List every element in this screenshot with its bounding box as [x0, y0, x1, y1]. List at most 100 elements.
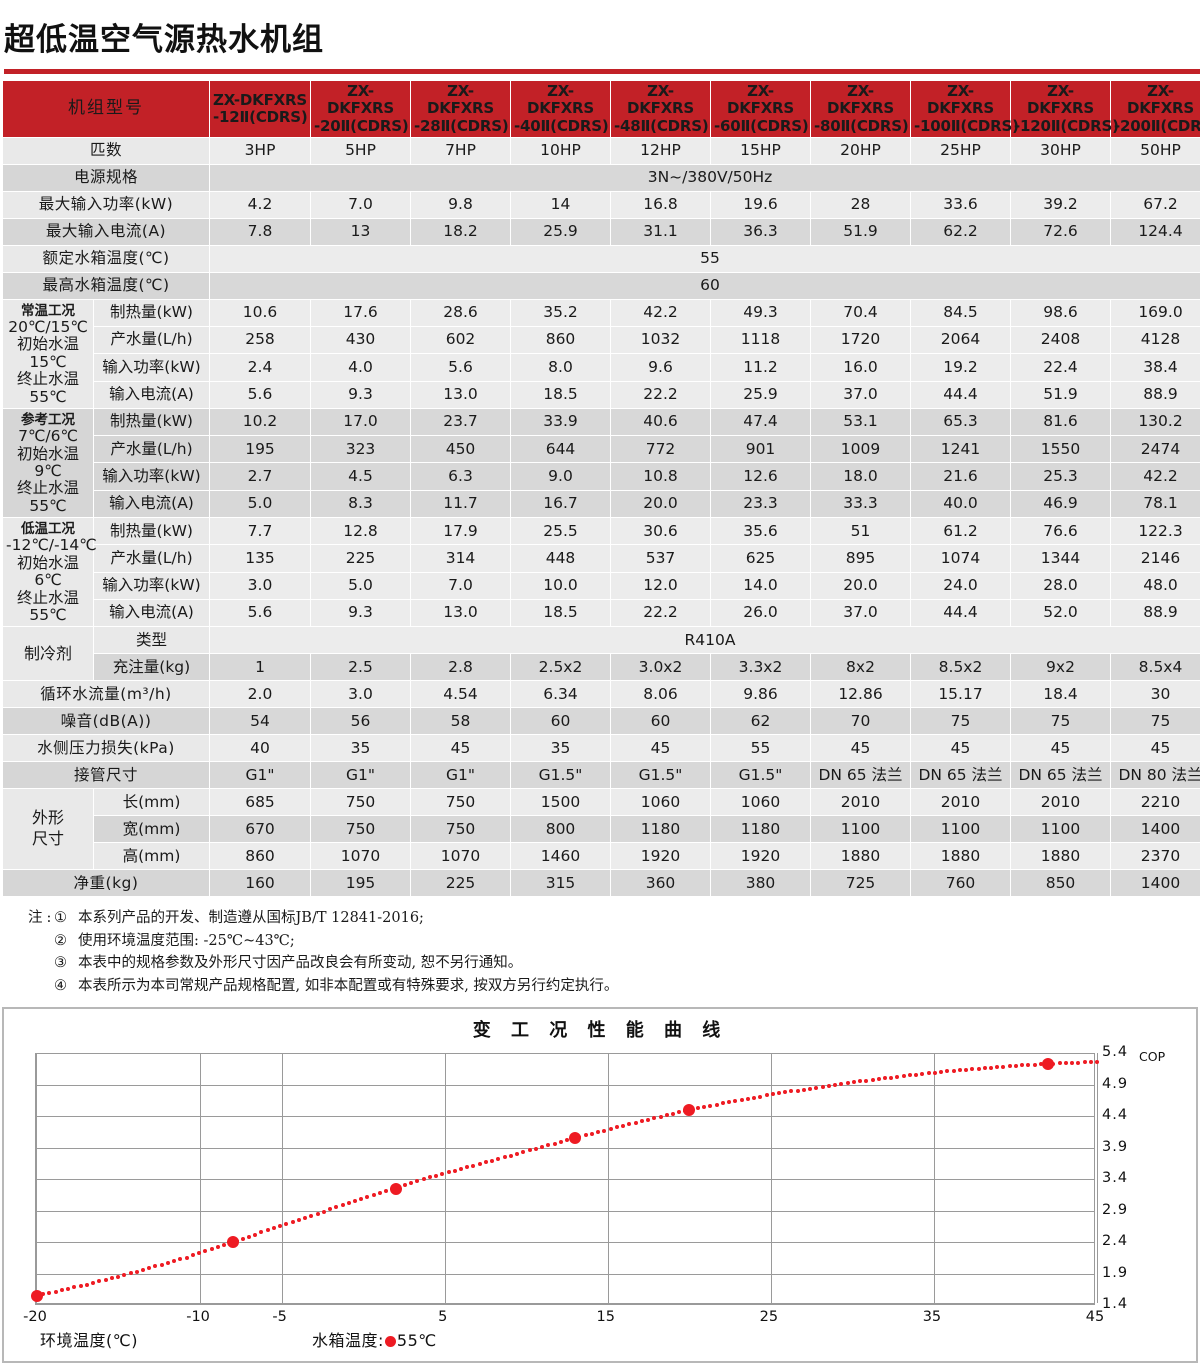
tail-row-1-value: 12.86 [811, 681, 910, 708]
chart-gridline-vertical [770, 1053, 772, 1304]
y-axis-tick: 2.9 [1102, 1201, 1129, 1218]
chart-curve-dot [197, 1251, 202, 1256]
dimension-value: 1920 [711, 843, 810, 870]
chart-curve-dot [1076, 1060, 1081, 1065]
chart-curve-dot [752, 1095, 757, 1100]
metric-value: 772 [611, 436, 710, 463]
metric-value: 1074 [911, 545, 1010, 572]
dimension-value: 670 [210, 816, 310, 843]
metric-label: 制热量(kW) [94, 518, 209, 545]
tail-row-1-value: 6.34 [511, 681, 610, 708]
metric-value: 78.1 [1111, 490, 1200, 518]
chart-curve-dot [1038, 1062, 1043, 1067]
max-input-current-value: 7.8 [210, 218, 310, 245]
chart-curve-dot [864, 1078, 869, 1083]
dimension-value: 1880 [911, 843, 1010, 870]
chart-curve-dot [932, 1070, 937, 1075]
chart-gridline-vertical [1097, 1053, 1098, 1304]
metric-value: 2.4 [210, 354, 310, 381]
table-row: 噪音(dB(A)) 54 56 58 60 60 62 70 75 75 75 [3, 708, 1200, 735]
metric-value: 4128 [1111, 327, 1200, 354]
dimension-value: 2010 [1011, 789, 1110, 816]
max-input-power-value: 28 [811, 191, 910, 218]
max-input-power-value: 7.0 [311, 191, 410, 218]
chart-curve-dot [515, 1151, 520, 1156]
table-row: 输入电流(A) 5.6 9.3 13.0 18.5 22.2 26.0 37.0 44.4 52.… [3, 599, 1200, 627]
table-row: 宽(mm) 670 750 750 800 1180 1180 1100 1100 1100 140… [3, 816, 1200, 843]
metric-value: 195 [210, 436, 310, 463]
chart-curve-dot [346, 1201, 351, 1206]
metric-value: 28.6 [411, 299, 510, 327]
chart-curve-dot [702, 1105, 707, 1110]
metric-value: 10.0 [511, 572, 610, 599]
metric-value: 13.0 [411, 381, 510, 408]
hp-value: 3HP [210, 137, 310, 164]
metric-value: 21.6 [911, 463, 1010, 490]
tail-row-2-value: 75 [1011, 708, 1110, 735]
notes-section: 注: ① 本系列产品的开发、制造遵从国标JB/T 12841-2016; ② 使用环境… [2, 907, 1200, 997]
chart-curve-dot [165, 1260, 170, 1265]
chart-gridline-horizontal [37, 1053, 1095, 1055]
chart-curve-dot [452, 1168, 457, 1173]
metric-value: 84.5 [911, 299, 1010, 327]
metric-value: 8.3 [311, 490, 410, 518]
metric-value: 135 [210, 545, 310, 572]
chart-curve-dot [777, 1091, 781, 1096]
chart-curve-dot [483, 1160, 488, 1165]
chart-curve-dot [889, 1075, 894, 1080]
refrigerant-charge-value: 8x2 [811, 654, 910, 681]
max-input-power-label: 最大输入功率(kW) [3, 191, 209, 218]
page-title: 超低温空气源热水机组 [4, 22, 324, 58]
chart-curve-dot [1088, 1060, 1093, 1065]
chart-curve-dot [477, 1161, 482, 1166]
table-row: 外形 尺寸 长(mm) 685 750 750 1500 1060 1060 2010 2010 20… [3, 789, 1200, 870]
chart-gridline-horizontal [37, 1084, 1095, 1086]
chart-curve-dot [159, 1262, 164, 1267]
condition-label-1: 常温工况 20℃/15℃ 初始水温15℃ 终止水温55℃ [3, 299, 93, 408]
refrigerant-charge-value: 9x2 [1011, 654, 1110, 681]
metric-value: 130.2 [1111, 408, 1200, 436]
metric-value: 88.9 [1111, 599, 1200, 627]
chart-curve-dot [602, 1128, 607, 1133]
metric-label: 输入电流(A) [94, 490, 209, 518]
metric-value: 44.4 [911, 599, 1010, 627]
model-header-cell: ZX-DKFXRS -60Ⅱ(CDRS) [711, 81, 810, 137]
chart-curve-dot [315, 1211, 320, 1216]
chart-curve-dot [608, 1127, 613, 1131]
metric-value: 430 [311, 327, 410, 354]
metric-label: 输入功率(kW) [94, 572, 209, 599]
condition-label-2: 参考工况 7℃/6℃ 初始水温9℃ 终止水温55℃ [3, 408, 93, 518]
hp-value: 7HP [411, 137, 510, 164]
chart-curve-dot [259, 1230, 264, 1235]
metric-value: 12.8 [311, 518, 410, 545]
chart-curve-dot [265, 1228, 270, 1233]
metric-label: 产水量(L/h) [94, 327, 209, 354]
dimension-value: 1880 [811, 843, 910, 870]
chart-curve-dot [964, 1067, 969, 1072]
plot-right-border [1094, 1053, 1095, 1304]
refrigerant-charge-value: 8.5x2 [911, 654, 1010, 681]
legend-value: 55℃ [396, 1331, 437, 1351]
y-axis-tick: 5.4 [1102, 1044, 1129, 1061]
metric-value: 895 [811, 545, 910, 572]
metric-value: 13.0 [411, 599, 510, 627]
metric-value: 7.0 [411, 572, 510, 599]
tail-row-2-label: 噪音(dB(A)) [3, 708, 209, 735]
metric-value: 18.5 [511, 599, 610, 627]
metric-value: 17.0 [311, 408, 410, 436]
chart-curve-dot [770, 1092, 775, 1097]
table-header-row: 机组型号 ZX-DKFXRS -12Ⅱ(CDRS) ZX-DKFXRS -20Ⅱ(CDR… [3, 81, 1200, 137]
table-row: 接管尺寸 G1" G1" G1" G1.5" G1.5" G1.5" DN 65 法兰 DN 6… [3, 762, 1200, 789]
note-text: 使用环境温度范围: -25℃~43℃; [78, 932, 295, 949]
chart-curve-dot [920, 1072, 925, 1077]
dimension-value: 685 [210, 789, 310, 816]
metric-value: 70.4 [811, 299, 910, 327]
chart-gridline-vertical [933, 1053, 935, 1304]
metric-value: 24.0 [911, 572, 1010, 599]
metric-value: 61.2 [911, 518, 1010, 545]
metric-value: 7.7 [210, 518, 310, 545]
chart-title: 变 工 况 性 能 曲 线 [472, 1020, 728, 1042]
chart-curve-dot [128, 1271, 133, 1276]
note-number: ④ [54, 977, 67, 994]
chart-curve-dot [97, 1279, 102, 1284]
